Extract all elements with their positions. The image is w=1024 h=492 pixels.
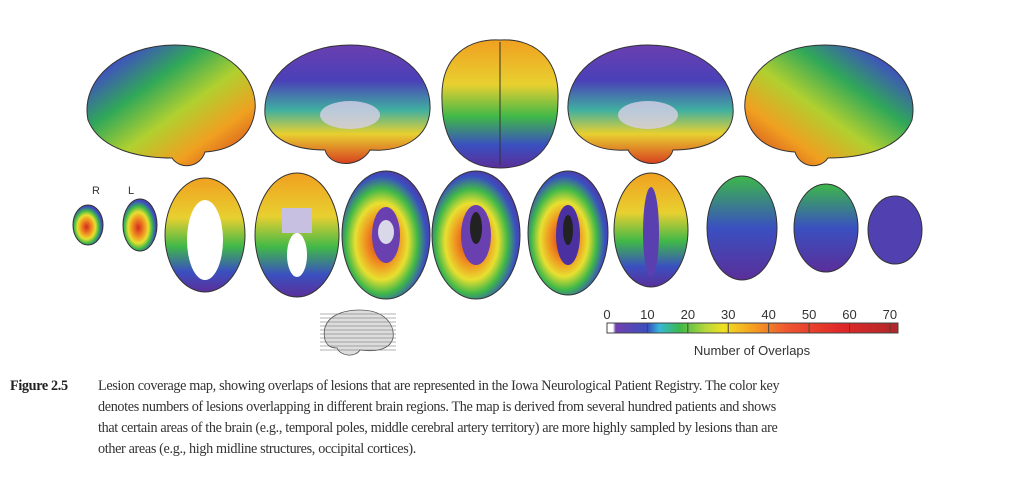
medial-left-view bbox=[567, 44, 734, 164]
colorbar-label: Number of Overlaps bbox=[694, 343, 811, 358]
colorbar: 0 10 20 30 40 50 60 70 Number of Overlaps bbox=[603, 307, 899, 358]
colorbar-gradient bbox=[606, 322, 899, 334]
axial-slice-4 bbox=[254, 172, 340, 298]
label-left: L bbox=[128, 185, 134, 197]
medial-right-view bbox=[264, 44, 431, 164]
axial-slice-6 bbox=[431, 170, 521, 300]
axial-slice-7 bbox=[527, 170, 609, 296]
axial-slice-3 bbox=[164, 177, 246, 293]
axial-slices bbox=[72, 170, 923, 300]
caption-line-2: denotes numbers of lesions overlapping i… bbox=[98, 399, 776, 415]
slice-reference-brain-thumbnail bbox=[320, 309, 396, 356]
colorbar-tick-label: 0 bbox=[603, 307, 610, 322]
figure-caption: Figure 2.5 Lesion coverage map, showing o… bbox=[10, 376, 1020, 460]
colorbar-tick-label: 10 bbox=[640, 307, 654, 322]
lateral-right-view bbox=[86, 44, 256, 167]
colorbar-tick-label: 40 bbox=[761, 307, 775, 322]
colorbar-tick-label: 20 bbox=[681, 307, 695, 322]
lateral-left-view bbox=[744, 44, 914, 167]
axial-slice-9 bbox=[706, 175, 778, 281]
caption-line-1: Figure 2.5 Lesion coverage map, showing o… bbox=[10, 376, 1020, 397]
frontal-view bbox=[441, 39, 559, 169]
axial-slice-1 bbox=[72, 204, 104, 246]
colorbar-tick-label: 30 bbox=[721, 307, 735, 322]
label-right: R bbox=[92, 185, 100, 197]
colorbar-tick-label: 60 bbox=[842, 307, 856, 322]
axial-slice-2 bbox=[122, 198, 158, 252]
lesion-coverage-figure: R L bbox=[72, 39, 923, 358]
colorbar-tick-label: 50 bbox=[802, 307, 816, 322]
caption-line-4: other areas (e.g., high midline structur… bbox=[98, 441, 416, 457]
caption-text: Lesion coverage map, showing overlaps of… bbox=[98, 378, 780, 394]
axial-slice-8 bbox=[613, 172, 689, 288]
axial-slice-5 bbox=[341, 170, 431, 300]
axial-slice-11 bbox=[867, 195, 923, 265]
caption-line-3: that certain areas of the brain (e.g., t… bbox=[98, 420, 778, 436]
colorbar-tick-label: 70 bbox=[883, 307, 897, 322]
figure-label: Figure 2.5 bbox=[10, 378, 68, 394]
axial-slice-10 bbox=[793, 183, 859, 273]
